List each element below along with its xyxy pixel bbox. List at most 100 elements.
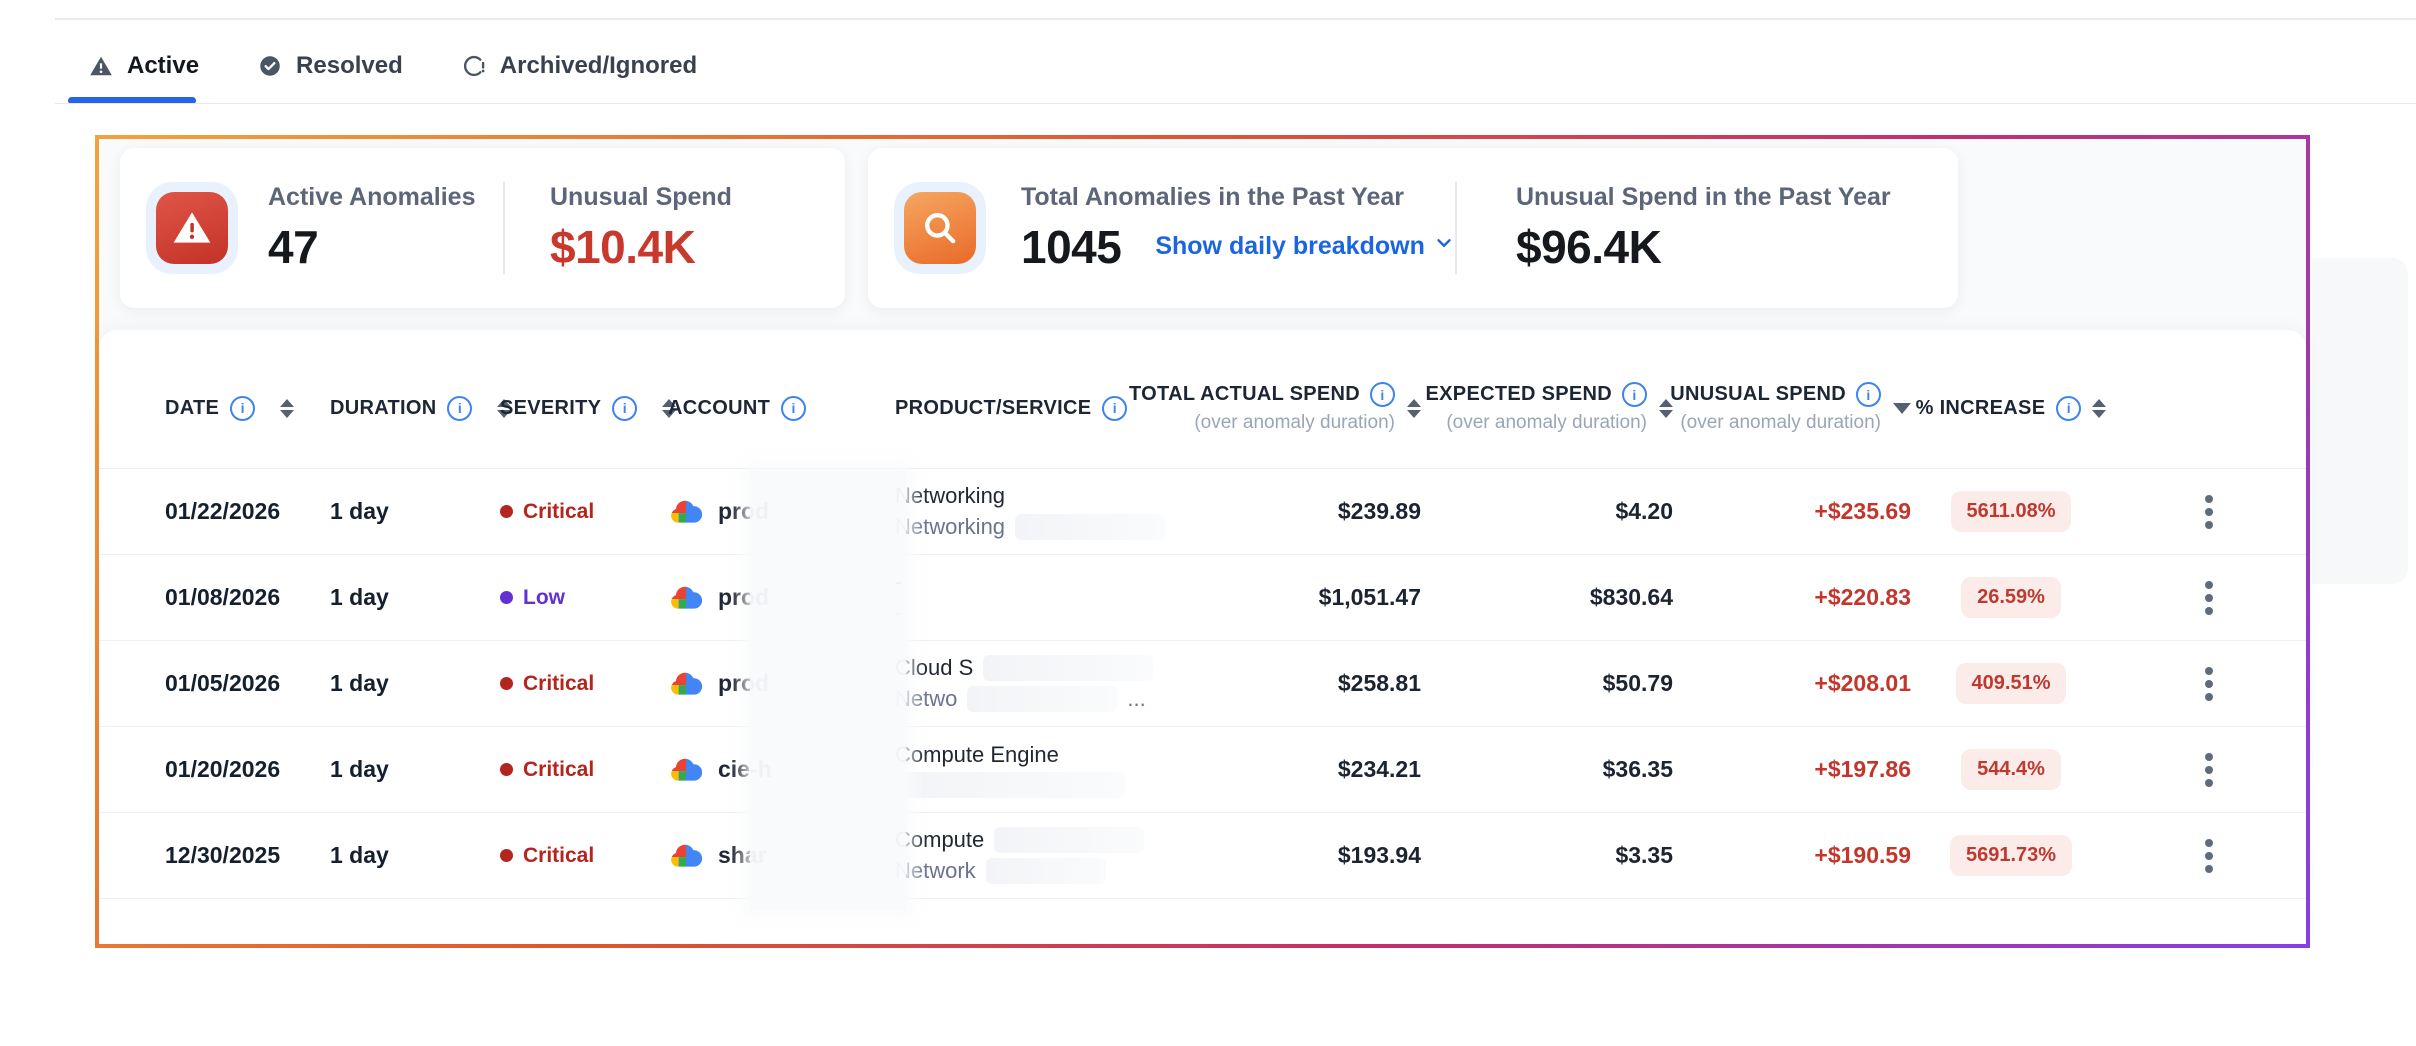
warning-triangle-icon — [88, 53, 114, 79]
sort-descending-icon[interactable] — [1893, 402, 1911, 414]
table-row[interactable]: 12/30/2025 1 day Critical shar Compute N… — [99, 813, 2306, 899]
percent-increase-badge: 409.51% — [1955, 663, 2067, 704]
column-header-duration: DURATION — [330, 395, 512, 421]
sort-icon[interactable] — [1659, 398, 1673, 418]
google-cloud-icon — [671, 586, 703, 609]
google-cloud-icon — [671, 758, 703, 781]
alert-icon-halo — [146, 182, 238, 274]
column-header-total-actual-spend: TOTAL ACTUAL SPEND (over anomaly duratio… — [1129, 382, 1421, 434]
expected-spend-cell: $3.35 — [1615, 842, 1673, 868]
sort-icon[interactable] — [1407, 398, 1421, 418]
tab-resolved[interactable]: Resolved — [257, 52, 403, 80]
sort-icon[interactable] — [280, 398, 295, 418]
duration-cell: 1 day — [330, 584, 389, 610]
sort-icon[interactable] — [497, 398, 512, 418]
column-header-product-service: PRODUCT/SERVICE — [895, 395, 1171, 421]
column-header-expected-spend: EXPECTED SPEND (over anomaly duration) — [1421, 382, 1673, 434]
unusual-spend-cell: +$197.86 — [1814, 756, 1911, 782]
chevron-down-icon — [1433, 232, 1455, 261]
product-service-cell: - - — [895, 568, 1171, 627]
table-row[interactable]: 01/22/2026 1 day Critical prod Networkin… — [99, 469, 2306, 555]
metric-label: Unusual Spend in the Past Year — [1516, 182, 1891, 211]
info-icon[interactable] — [2056, 395, 2082, 421]
percent-increase-badge: 5611.08% — [1950, 491, 2072, 532]
row-menu-kebab-icon[interactable] — [2199, 661, 2219, 707]
redacted-blur — [985, 858, 1106, 884]
column-header-unusual-spend: UNUSUAL SPEND (over anomaly duration) — [1670, 382, 1911, 434]
duration-cell: 1 day — [330, 498, 389, 524]
info-icon[interactable] — [1370, 382, 1395, 407]
expected-spend-cell: $4.20 — [1615, 498, 1673, 524]
info-icon[interactable] — [612, 395, 638, 421]
expected-spend-cell: $830.64 — [1589, 584, 1673, 610]
product-service-cell: Cloud S Netwo... — [895, 654, 1171, 713]
column-header-percent-increase: % INCREASE — [1911, 395, 2111, 421]
past-year-card: Total Anomalies in the Past Year 1045 Sh… — [868, 148, 1958, 308]
active-anomalies-card: Active Anomalies 47 Unusual Spend $10.4K — [120, 148, 845, 308]
row-menu-kebab-icon[interactable] — [2199, 833, 2219, 879]
ignored-clock-icon — [461, 53, 487, 79]
show-daily-breakdown-link[interactable]: Show daily breakdown — [1155, 232, 1455, 261]
tab-active[interactable]: Active — [88, 52, 199, 80]
metric-value: $10.4K — [550, 220, 696, 273]
info-icon[interactable] — [1102, 395, 1128, 421]
card-divider — [503, 182, 505, 274]
active-anomalies-metric: Active Anomalies 47 — [268, 183, 503, 274]
total-actual-spend-cell: $1,051.47 — [1318, 584, 1421, 610]
row-menu-kebab-icon[interactable] — [2199, 575, 2219, 621]
duration-cell: 1 day — [330, 756, 389, 782]
tab-label: Active — [127, 52, 200, 79]
column-header-severity: SEVERITY — [500, 395, 677, 421]
past-year-spend-metric: Unusual Spend in the Past Year $96.4K — [1516, 183, 1891, 274]
info-icon[interactable] — [781, 395, 807, 421]
date-cell: 01/20/2026 — [165, 756, 281, 782]
total-anomalies-metric: Total Anomalies in the Past Year 1045 Sh… — [1021, 183, 1455, 274]
redacted-blur — [1015, 514, 1166, 540]
search-icon-halo — [894, 182, 986, 274]
background-artifact — [2312, 258, 2408, 584]
tab-label: Archived/Ignored — [499, 52, 698, 79]
unusual-spend-cell: +$220.83 — [1814, 584, 1911, 610]
check-circle-icon — [257, 53, 283, 79]
info-icon[interactable] — [230, 395, 256, 421]
total-actual-spend-cell: $193.94 — [1337, 842, 1421, 868]
total-actual-spend-cell: $258.81 — [1337, 670, 1421, 696]
percent-increase-badge: 544.4% — [1961, 749, 2061, 790]
unusual-spend-cell: +$208.01 — [1814, 670, 1911, 696]
tabs-divider — [55, 103, 2416, 104]
severity-dot-icon — [500, 763, 513, 776]
severity-dot-icon — [500, 677, 513, 690]
info-icon[interactable] — [1622, 382, 1647, 407]
sort-icon[interactable] — [2092, 398, 2107, 418]
column-header-date: DATE — [165, 395, 330, 421]
date-cell: 01/05/2026 — [165, 670, 281, 696]
percent-increase-badge: 26.59% — [1961, 577, 2061, 618]
table-row[interactable]: 01/05/2026 1 day Critical prod Cloud S N… — [99, 641, 2306, 727]
column-subtitle: (over anomaly duration) — [1446, 412, 1647, 433]
info-icon[interactable] — [1856, 382, 1881, 407]
search-icon — [904, 192, 976, 264]
column-header-account: ACCOUNT — [668, 395, 895, 421]
google-cloud-icon — [671, 672, 703, 695]
severity-cell: Critical — [500, 672, 668, 696]
table-row[interactable]: 01/20/2026 1 day Critical cie-h Compute … — [99, 727, 2306, 813]
total-actual-spend-cell: $239.89 — [1337, 498, 1421, 524]
metric-value: $96.4K — [1516, 220, 1662, 273]
duration-cell: 1 day — [330, 670, 389, 696]
sort-icon[interactable] — [662, 398, 677, 418]
row-menu-kebab-icon[interactable] — [2199, 489, 2219, 535]
column-subtitle: (over anomaly duration) — [1680, 412, 1881, 433]
info-icon[interactable] — [447, 395, 473, 421]
unusual-spend-metric: Unusual Spend $10.4K — [550, 183, 732, 274]
tab-archived-ignored[interactable]: Archived/Ignored — [461, 52, 697, 80]
tabs: Active Resolved Archived/Ignored — [88, 40, 697, 92]
table-row[interactable]: 01/08/2026 1 day Low prod - - $1,051.47 … — [99, 555, 2306, 641]
metric-label: Unusual Spend — [550, 182, 732, 211]
total-actual-spend-cell: $234.21 — [1337, 756, 1421, 782]
anomalies-table: DATE DURATION SEVERITY ACCOUNT — [99, 330, 2306, 944]
row-menu-kebab-icon[interactable] — [2199, 747, 2219, 793]
truncation-ellipsis: ... — [1127, 686, 1146, 711]
date-cell: 12/30/2025 — [165, 842, 281, 868]
redacted-blur — [994, 827, 1145, 853]
duration-cell: 1 day — [330, 842, 389, 868]
